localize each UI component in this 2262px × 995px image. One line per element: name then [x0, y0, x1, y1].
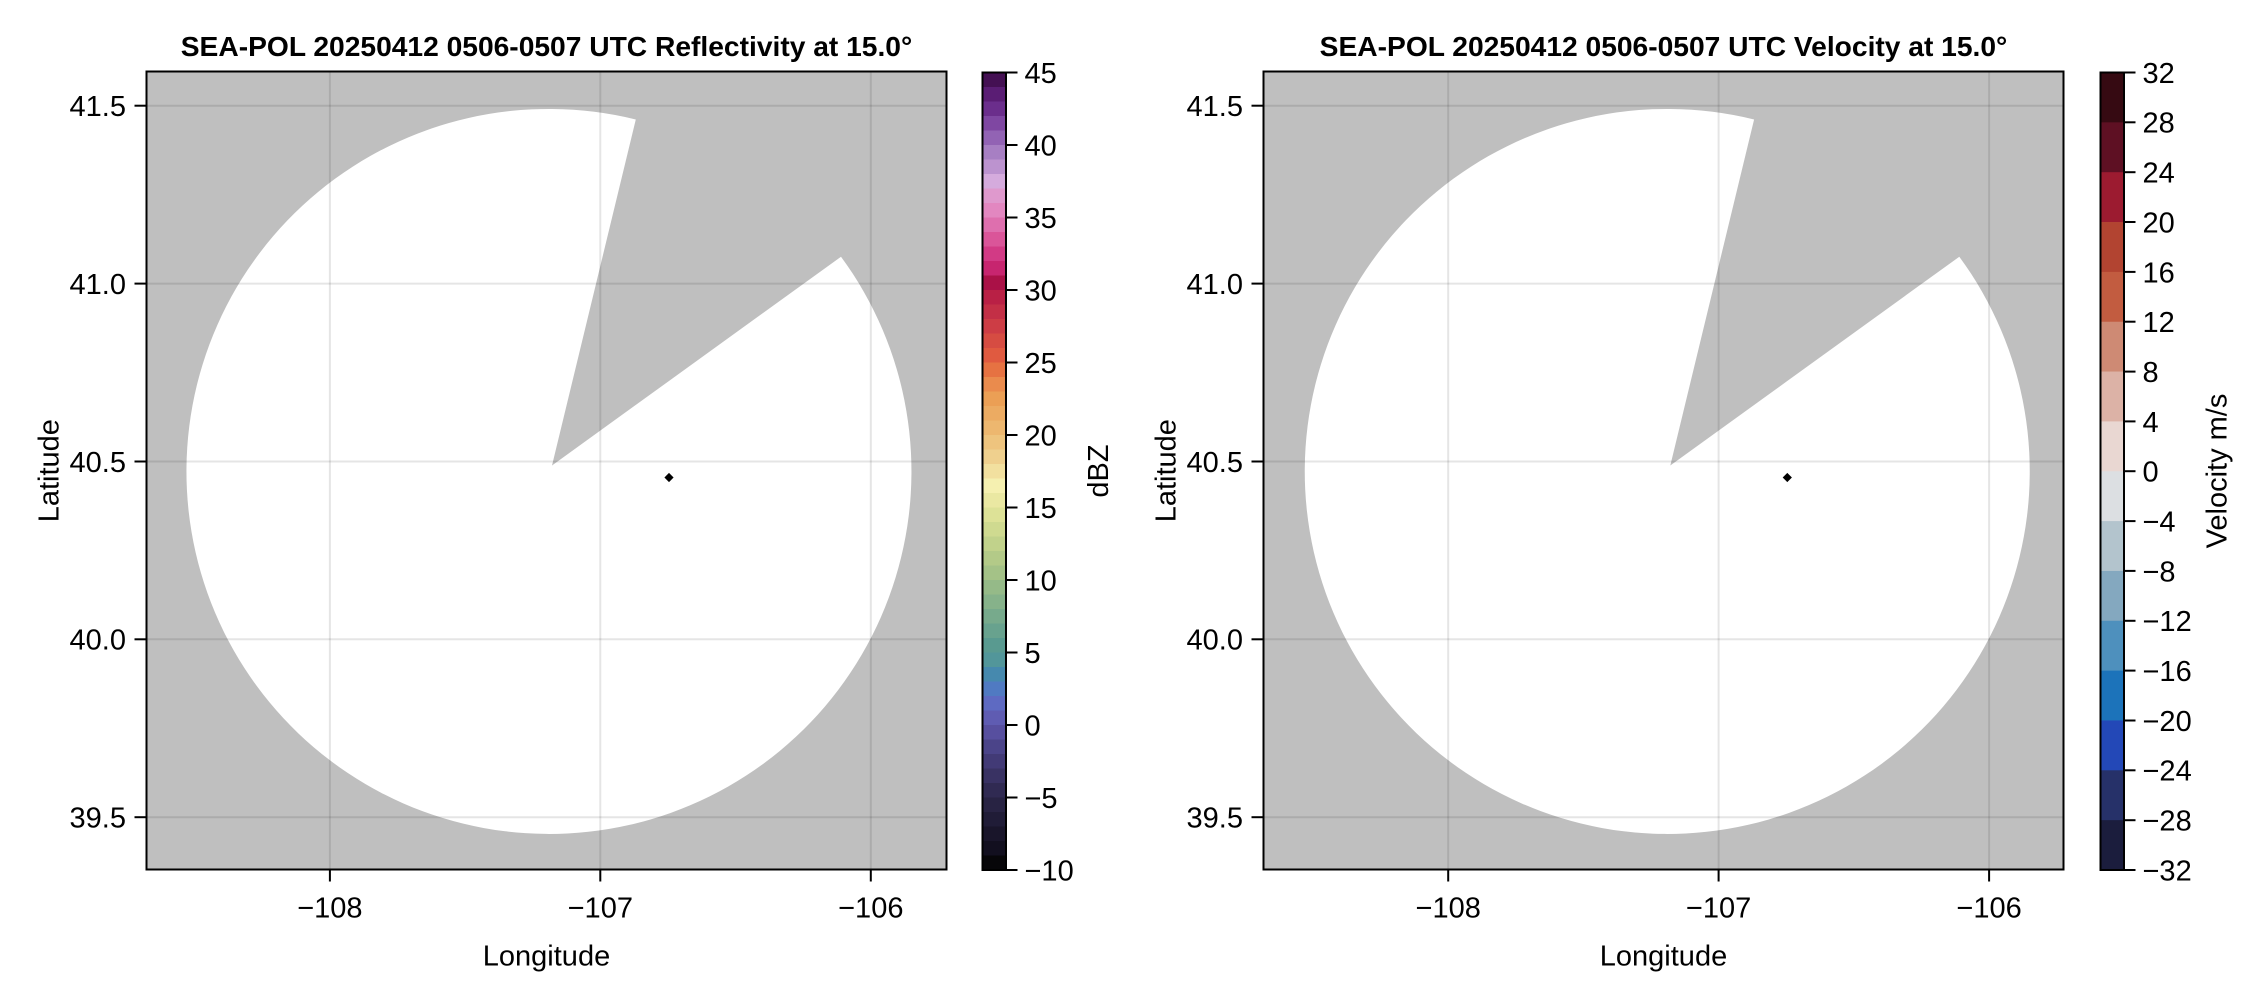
- svg-text:8: 8: [2143, 357, 2159, 389]
- svg-text:0: 0: [2143, 457, 2159, 489]
- svg-text:15: 15: [1025, 493, 1057, 525]
- svg-text:40.0: 40.0: [1187, 625, 1243, 657]
- svg-text:24: 24: [2143, 158, 2175, 190]
- svg-text:20: 20: [2143, 207, 2175, 239]
- svg-text:−20: −20: [2143, 706, 2192, 738]
- svg-text:28: 28: [2143, 108, 2175, 140]
- svg-text:−5: −5: [1025, 783, 1058, 815]
- svg-text:20: 20: [1025, 420, 1057, 452]
- svg-text:−24: −24: [2143, 756, 2192, 788]
- svg-text:−107: −107: [1686, 893, 1751, 925]
- svg-text:41.5: 41.5: [1187, 91, 1243, 123]
- svg-text:40.5: 40.5: [70, 447, 126, 479]
- svg-text:40.0: 40.0: [70, 625, 126, 657]
- svg-text:SEA-POL 20250412 0506-0507 UTC: SEA-POL 20250412 0506-0507 UTC Velocity …: [1320, 30, 2008, 62]
- svg-text:−106: −106: [1956, 893, 2021, 925]
- svg-text:−8: −8: [2143, 556, 2176, 588]
- svg-text:16: 16: [2143, 257, 2175, 289]
- svg-text:39.5: 39.5: [1187, 803, 1243, 835]
- svg-text:Latitude: Latitude: [34, 419, 66, 522]
- svg-text:SEA-POL 20250412 0506-0507 UTC: SEA-POL 20250412 0506-0507 UTC Reflectiv…: [181, 30, 913, 62]
- svg-text:dBZ: dBZ: [1083, 444, 1115, 497]
- svg-text:−107: −107: [568, 893, 633, 925]
- svg-text:−4: −4: [2143, 507, 2176, 539]
- svg-text:−10: −10: [1025, 855, 1074, 887]
- svg-text:41.0: 41.0: [70, 269, 126, 301]
- svg-text:Latitude: Latitude: [1151, 419, 1183, 522]
- svg-text:30: 30: [1025, 275, 1057, 307]
- svg-text:−108: −108: [1416, 893, 1481, 925]
- svg-text:25: 25: [1025, 348, 1057, 380]
- svg-text:−28: −28: [2143, 806, 2192, 838]
- svg-text:41.5: 41.5: [70, 91, 126, 123]
- svg-text:40: 40: [1025, 130, 1057, 162]
- svg-text:−108: −108: [297, 893, 362, 925]
- svg-text:−12: −12: [2143, 606, 2192, 638]
- svg-text:45: 45: [1025, 58, 1057, 90]
- svg-text:10: 10: [1025, 565, 1057, 597]
- svg-text:5: 5: [1025, 638, 1041, 670]
- svg-text:32: 32: [2143, 58, 2175, 90]
- svg-text:Longitude: Longitude: [483, 941, 610, 973]
- svg-text:−32: −32: [2143, 855, 2192, 887]
- svg-text:Longitude: Longitude: [1600, 941, 1727, 973]
- svg-text:Velocity m/s: Velocity m/s: [2202, 394, 2234, 549]
- svg-text:41.0: 41.0: [1187, 269, 1243, 301]
- svg-text:39.5: 39.5: [70, 803, 126, 835]
- svg-text:12: 12: [2143, 307, 2175, 339]
- svg-text:35: 35: [1025, 203, 1057, 235]
- svg-text:40.5: 40.5: [1187, 447, 1243, 479]
- svg-text:−16: −16: [2143, 656, 2192, 688]
- svg-text:4: 4: [2143, 407, 2159, 439]
- svg-text:−106: −106: [838, 893, 903, 925]
- svg-text:0: 0: [1025, 710, 1041, 742]
